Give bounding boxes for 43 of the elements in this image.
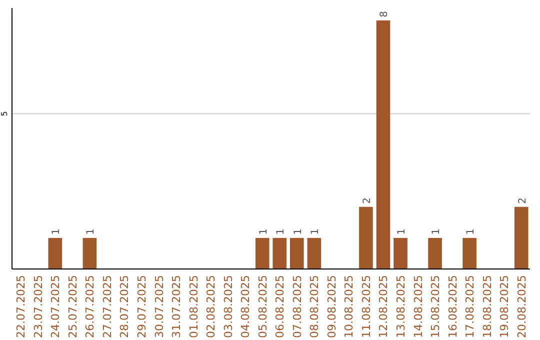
- data-label: 2: [362, 197, 373, 204]
- x-tick-label: 05.08.2025: [256, 275, 270, 338]
- data-label: 1: [51, 228, 62, 235]
- data-label: 1: [276, 228, 287, 235]
- x-tick-label: 25.07.2025: [66, 275, 80, 338]
- data-label: 1: [431, 228, 442, 235]
- x-tick-label: 06.08.2025: [274, 275, 287, 338]
- x-tick-label: 22.07.2025: [14, 275, 28, 338]
- y-tick-label: 5: [0, 111, 9, 116]
- x-tick-label: 17.08.2025: [464, 275, 477, 338]
- x-tick-label: 18.08.2025: [480, 275, 494, 338]
- data-label: 1: [258, 228, 270, 235]
- x-tick-label: 26.07.2025: [84, 275, 97, 338]
- x-tick-label: 23.07.2025: [32, 275, 45, 338]
- data-label: 1: [310, 228, 322, 235]
- x-tick-label: 31.07.2025: [170, 275, 184, 338]
- x-tick-label: 29.07.2025: [136, 275, 148, 338]
- x-tick-label: 20.08.2025: [515, 275, 528, 338]
- x-tick-label: 03.08.2025: [222, 275, 235, 338]
- x-tick-label: 08.08.2025: [308, 275, 322, 338]
- x-tick-label: 28.07.2025: [118, 275, 132, 338]
- x-tick-label: 12.08.2025: [377, 275, 390, 338]
- x-tick-label: 16.08.2025: [446, 275, 460, 338]
- x-tick-label: 27.07.2025: [100, 275, 114, 338]
- data-label: 1: [396, 228, 408, 235]
- data-label: 2: [517, 197, 528, 204]
- x-tick-label: 01.08.2025: [187, 275, 200, 338]
- x-tick-label: 30.07.2025: [152, 275, 166, 338]
- x-tick-label: 07.08.2025: [290, 275, 304, 338]
- x-tick-label: 13.08.2025: [394, 275, 408, 338]
- x-tick-label: 19.08.2025: [498, 275, 512, 338]
- x-tick-label: 14.08.2025: [412, 275, 425, 338]
- x-tick-label: 02.08.2025: [204, 275, 218, 338]
- x-tick-label: 10.08.2025: [342, 275, 356, 338]
- data-label: 8: [379, 11, 390, 18]
- data-label: 1: [292, 228, 304, 235]
- x-tick-label: 11.08.2025: [360, 275, 373, 338]
- x-tick-label: 15.08.2025: [429, 275, 442, 338]
- data-label: 1: [86, 228, 97, 235]
- x-tick-label: 09.08.2025: [325, 275, 338, 338]
- data-label: 1: [466, 228, 477, 235]
- x-tick-label: 04.08.2025: [239, 275, 252, 338]
- x-tick-label: 24.07.2025: [49, 275, 62, 338]
